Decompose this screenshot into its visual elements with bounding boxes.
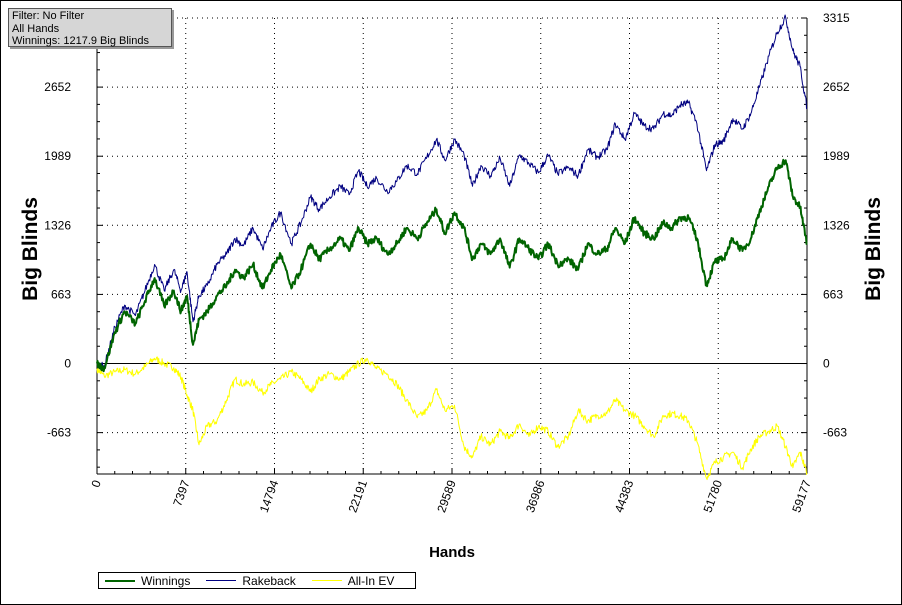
y-tick-label-left: 0 [64, 357, 71, 371]
legend-entry-winnings: Winnings [105, 574, 190, 588]
series-line-rakeback [96, 14, 808, 371]
y-tick-label-left: 2652 [44, 80, 71, 94]
series-lines [96, 14, 808, 481]
winnings-text: Winnings: 1217.9 Big Blinds [12, 35, 149, 47]
legend-swatch-winnings [105, 579, 135, 582]
x-tick-label: 44383 [612, 478, 637, 514]
y-tick-label-right: 2652 [823, 80, 850, 94]
x-tick-label: 0 [88, 478, 104, 489]
series-line-all-in-ev [96, 356, 808, 481]
y-axis-label-left: Big Blinds [19, 197, 42, 301]
y-tick-label-right: 0 [823, 357, 830, 371]
grid [97, 17, 807, 474]
legend: Winnings Rakeback All-In EV [98, 572, 416, 589]
y-tick-label-left: 663 [51, 287, 71, 301]
y-tick-label-right: -663 [823, 426, 847, 440]
hands-text: All Hands [12, 22, 60, 35]
y-tick-label-left: 1326 [44, 218, 71, 232]
x-tick-label: 59177 [789, 478, 814, 514]
x-tick-label: 29589 [434, 478, 459, 514]
x-tick-label: 22191 [345, 478, 370, 514]
x-tick-label: 36986 [523, 478, 548, 514]
legend-swatch-allin [311, 580, 342, 581]
legend-label-winnings: Winnings [141, 573, 191, 588]
tick-labels: -663 0 663 1326 1989 2652 -663 0 663 1326 1989 2652… [44, 11, 850, 514]
y-tick-label-left: -663 [47, 426, 71, 440]
series-line-winnings [96, 158, 808, 373]
legend-entry-rakeback: Rakeback [206, 573, 296, 588]
legend-swatch-rakeback [206, 580, 237, 581]
x-tick-label: 14794 [257, 478, 282, 514]
y-tick-label-right: 663 [823, 287, 843, 301]
legend-label-rakeback: Rakeback [242, 573, 296, 588]
x-axis-label: Hands [429, 544, 475, 561]
info-box: Filter: No Filter All Hands Winnings: 12… [8, 8, 172, 47]
y-tick-label-right: 3315 [823, 11, 850, 25]
y-tick-label-right: 1326 [823, 218, 850, 232]
y-axis-label-right: Big Blinds [862, 197, 885, 301]
y-tick-label-right: 1989 [823, 149, 850, 163]
legend-entry-allin: All-In EV [311, 573, 395, 588]
legend-label-allin: All-In EV [347, 573, 395, 588]
filter-text: Filter: No Filter [12, 10, 85, 22]
y-tick-label-left: 1989 [44, 149, 71, 163]
x-tick-label: 7397 [170, 478, 192, 508]
x-tick-label: 51780 [701, 478, 726, 514]
